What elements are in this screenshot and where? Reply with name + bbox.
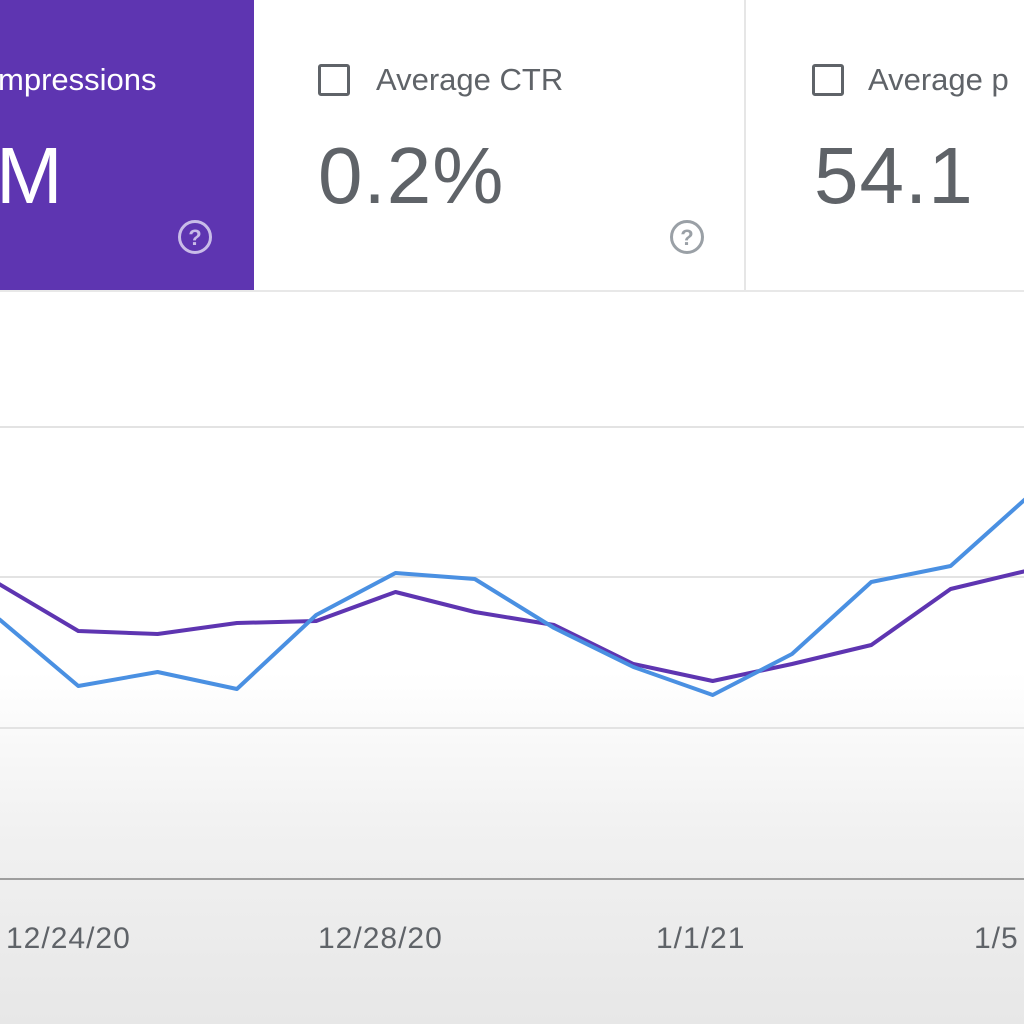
- series-layer: [0, 497, 1024, 697]
- average-ctr-label: Average CTR: [376, 62, 564, 97]
- cards-divider: [0, 290, 1024, 292]
- x-tick-label: 1/1/21: [656, 922, 746, 955]
- metric-cards: mpressions M ? Average CTR 0.2% ? Averag…: [0, 0, 1024, 292]
- average-position-label: Average p: [868, 62, 1009, 97]
- chart-shading: [0, 672, 1024, 1024]
- average-ctr-help-icon[interactable]: ?: [670, 220, 704, 254]
- impressions-value: M: [0, 131, 64, 220]
- x-tick-label: 1/5: [974, 922, 1019, 955]
- impressions-label: mpressions: [0, 62, 157, 97]
- series-line-0: [0, 569, 1024, 683]
- impressions-card[interactable]: mpressions M ?: [0, 0, 254, 292]
- average-ctr-value: 0.2%: [318, 131, 505, 220]
- average-position-value: 54.1: [814, 131, 974, 220]
- average-ctr-card[interactable]: Average CTR 0.2% ?: [254, 0, 746, 292]
- impressions-help-icon[interactable]: ?: [178, 220, 212, 254]
- average-ctr-checkbox[interactable]: [318, 64, 350, 96]
- performance-chart: 12/24/20 12/28/20 1/1/21 1/5: [0, 292, 1024, 1024]
- x-tick-label: 12/24/20: [6, 922, 131, 955]
- chart-svg: [0, 426, 1024, 880]
- series-line-1: [0, 497, 1024, 697]
- average-position-card[interactable]: Average p 54.1: [746, 0, 1024, 292]
- average-position-checkbox[interactable]: [812, 64, 844, 96]
- x-tick-label: 12/28/20: [318, 922, 443, 955]
